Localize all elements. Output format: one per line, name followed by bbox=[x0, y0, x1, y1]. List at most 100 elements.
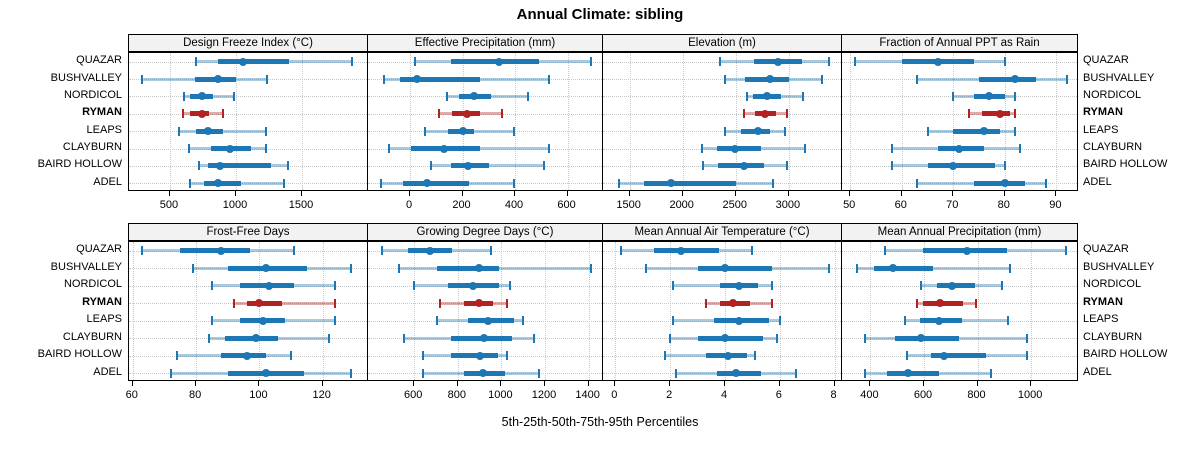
site-label-left: CLAYBURN bbox=[62, 141, 122, 154]
whisker-cap-left bbox=[926, 126, 929, 136]
whisker-cap-right bbox=[975, 298, 978, 308]
median-dot bbox=[765, 75, 774, 84]
whisker-cap-left bbox=[188, 144, 191, 154]
tick-mark bbox=[681, 191, 683, 196]
gridline-vertical bbox=[196, 242, 198, 380]
site-label-left: LEAPS bbox=[86, 123, 122, 136]
whisker-cap-right bbox=[512, 178, 515, 188]
gridline-vertical bbox=[850, 53, 852, 190]
tick-label: 4 bbox=[720, 389, 728, 401]
iqr-box-25-75 bbox=[697, 335, 764, 341]
median-dot bbox=[226, 144, 234, 153]
whisker-cap-left bbox=[414, 57, 417, 67]
median-dot bbox=[462, 109, 471, 118]
gridline-vertical bbox=[457, 242, 459, 380]
median-dot bbox=[197, 92, 206, 101]
tick-label: 800 bbox=[967, 389, 986, 401]
median-dot bbox=[425, 246, 434, 255]
whisker-cap-left bbox=[382, 74, 385, 84]
gridline-horizontal bbox=[603, 61, 841, 63]
median-dot bbox=[475, 351, 484, 360]
whisker-cap-left bbox=[884, 246, 887, 256]
gridline-horizontal bbox=[842, 338, 1077, 340]
whisker-cap-right bbox=[770, 281, 773, 291]
tick-mark bbox=[787, 191, 789, 196]
site-label-right: LEAPS bbox=[1083, 123, 1119, 136]
iqr-box-25-75 bbox=[973, 180, 1026, 186]
whisker-cap-right bbox=[1003, 161, 1006, 171]
whisker-cap-right bbox=[778, 316, 781, 326]
tick-label: 500 bbox=[159, 199, 179, 211]
gridline-horizontal bbox=[603, 250, 841, 252]
whisker-cap-left bbox=[701, 161, 704, 171]
tick-label: 1000 bbox=[1017, 389, 1043, 401]
site-label-right: BAIRD HOLLOW bbox=[1083, 348, 1168, 361]
site-label-right: CLAYBURN bbox=[1083, 141, 1143, 154]
whisker-cap-left bbox=[700, 144, 703, 154]
gridline-horizontal bbox=[842, 79, 1077, 81]
median-dot bbox=[470, 92, 479, 101]
median-dot bbox=[480, 334, 488, 343]
iqr-box-25-75 bbox=[927, 163, 995, 169]
iqr-box-25-75 bbox=[450, 59, 539, 65]
whisker-cap-left bbox=[141, 246, 144, 256]
median-dot bbox=[458, 127, 467, 136]
iqr-box-25-75 bbox=[930, 353, 986, 359]
tick-label: 1000 bbox=[488, 389, 513, 401]
iqr-box-25-75 bbox=[451, 353, 499, 359]
whisker-cap-right bbox=[512, 126, 515, 136]
gridline-horizontal bbox=[603, 96, 841, 98]
panel-title: Elevation (m) bbox=[688, 37, 756, 49]
gridline-horizontal bbox=[603, 131, 841, 133]
tick-mark bbox=[778, 381, 780, 386]
gridline-horizontal bbox=[368, 79, 602, 81]
whisker-cap-right bbox=[1019, 144, 1022, 154]
panel-title: Design Freeze Index (°C) bbox=[183, 37, 313, 49]
site-label-right: ADEL bbox=[1083, 365, 1112, 378]
iqr-box-25-75 bbox=[716, 146, 762, 152]
whisker-cap-left bbox=[854, 57, 857, 67]
tick-mark bbox=[614, 381, 616, 386]
whisker-cap-left bbox=[916, 298, 919, 308]
tick-mark bbox=[461, 191, 463, 196]
site-label-right: CLAYBURN bbox=[1083, 330, 1143, 343]
gridline-horizontal bbox=[842, 373, 1077, 375]
gridline-horizontal bbox=[129, 183, 367, 185]
site-label-right: BUSHVALLEY bbox=[1083, 71, 1155, 84]
panel-body-growing-degree-days-c bbox=[367, 241, 603, 381]
whisker-cap-right bbox=[827, 57, 830, 67]
whisker-cap-right bbox=[537, 368, 540, 378]
tick-mark bbox=[168, 191, 170, 196]
iqr-box-25-75 bbox=[207, 163, 271, 169]
whisker-cap-left bbox=[210, 281, 213, 291]
tick-label: 80 bbox=[188, 389, 202, 401]
panel-body-elevation-m bbox=[602, 52, 842, 191]
tick-mark bbox=[724, 381, 725, 386]
median-dot bbox=[948, 281, 957, 290]
whisker-cap-right bbox=[828, 263, 831, 273]
whisker-cap-left bbox=[724, 126, 727, 136]
tick-label: 2000 bbox=[669, 199, 694, 211]
whisker-cap-right bbox=[1026, 351, 1029, 361]
whisker-cap-left bbox=[233, 298, 236, 308]
tick-label: 8 bbox=[830, 389, 837, 401]
whisker-cap-left bbox=[413, 281, 416, 291]
median-dot bbox=[763, 92, 772, 101]
site-label-right: NORDICOL bbox=[1083, 88, 1142, 101]
median-dot bbox=[934, 316, 943, 325]
gridline-horizontal bbox=[368, 250, 602, 252]
tick-label: 600 bbox=[913, 389, 933, 401]
tick-label: 100 bbox=[249, 389, 268, 401]
site-label-left: BUSHVALLEY bbox=[50, 260, 122, 273]
whisker-cap-left bbox=[663, 351, 666, 361]
tick-mark bbox=[628, 191, 630, 196]
median-dot bbox=[469, 281, 478, 290]
whisker-cap-left bbox=[176, 351, 179, 361]
site-label-left: RYMAN bbox=[82, 106, 122, 119]
median-dot bbox=[412, 75, 421, 84]
tick-mark bbox=[900, 191, 902, 196]
whisker-cap-left bbox=[445, 91, 448, 101]
whisker-cap-right bbox=[522, 316, 525, 326]
median-dot bbox=[949, 161, 958, 170]
